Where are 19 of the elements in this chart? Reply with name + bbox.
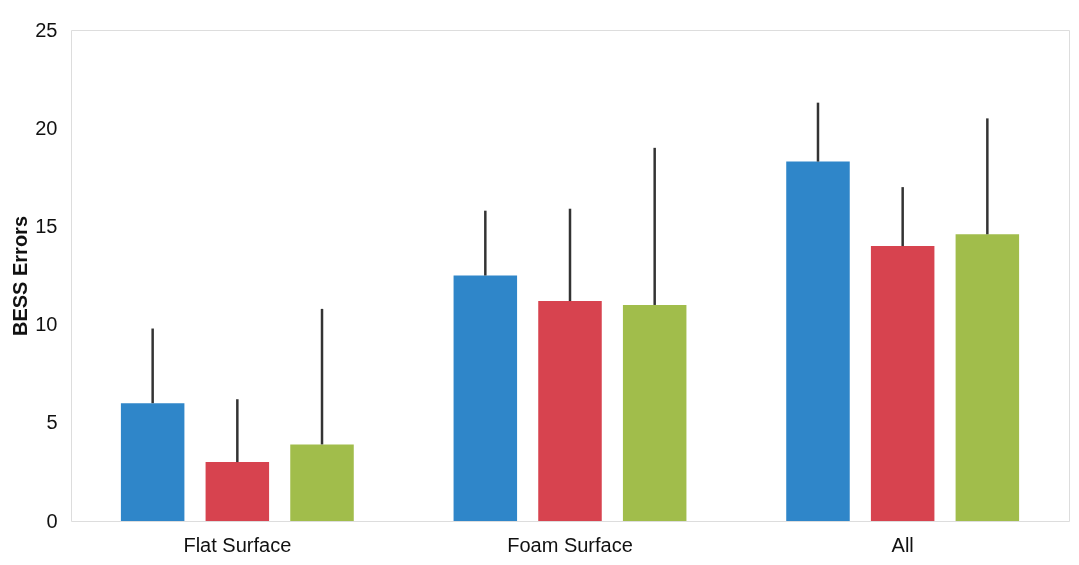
- bar: [622, 304, 687, 521]
- y-axis-title: BESS Errors: [9, 215, 32, 337]
- bar: [120, 403, 185, 521]
- bar: [290, 444, 354, 521]
- bar: [786, 161, 850, 521]
- y-tick-label: 25: [35, 18, 58, 41]
- bar: [205, 462, 270, 521]
- y-tick-label: 15: [35, 214, 58, 237]
- y-tick-label: 5: [46, 411, 58, 434]
- x-tick-label: All: [891, 533, 914, 556]
- y-tick-label: 0: [46, 509, 58, 532]
- bar: [453, 275, 518, 521]
- bar: [955, 234, 1020, 521]
- y-tick-label: 20: [35, 116, 58, 139]
- x-tick-label: Foam Surface: [507, 533, 633, 556]
- x-tick-label: Flat Surface: [183, 533, 292, 556]
- bar: [538, 301, 602, 521]
- y-tick-label: 10: [35, 313, 58, 336]
- bar: [870, 246, 935, 521]
